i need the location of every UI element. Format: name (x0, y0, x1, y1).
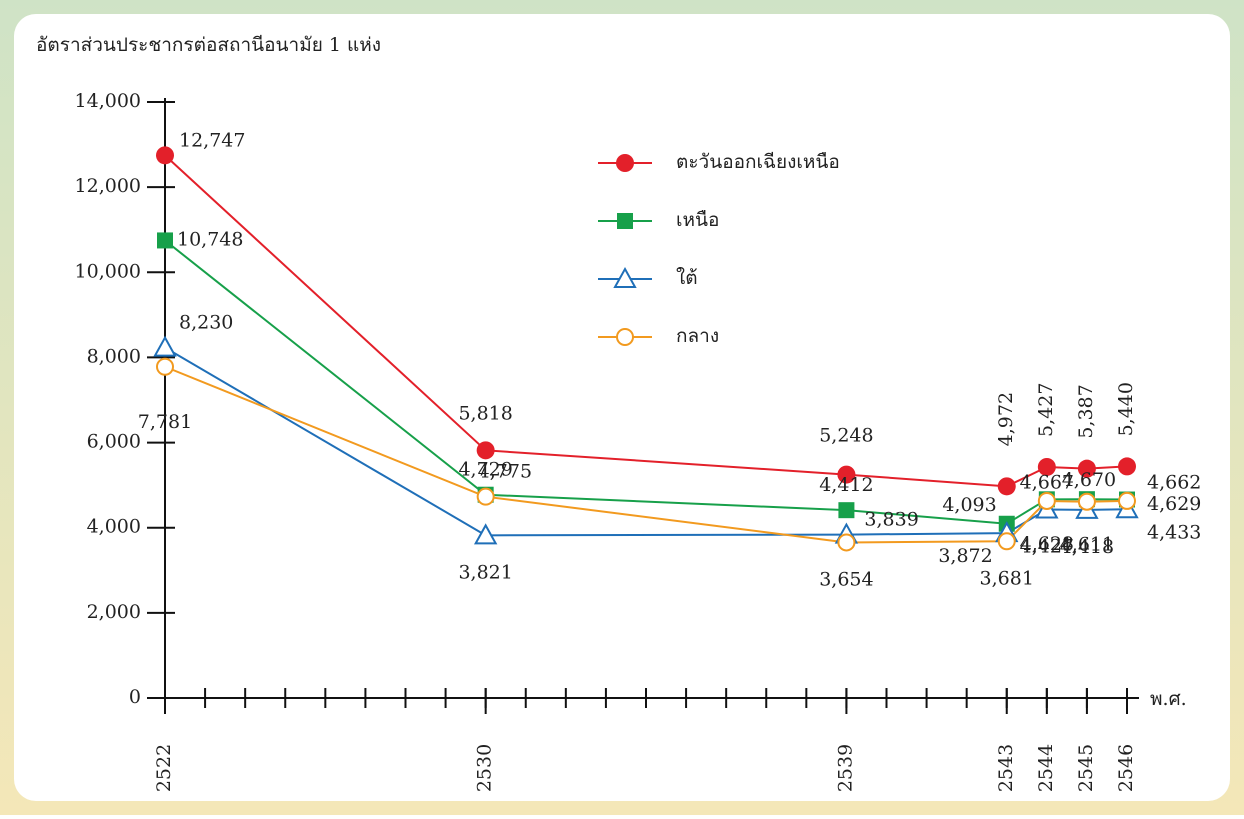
y-tick-label: 0 (129, 686, 141, 708)
x-tick-label: 2545 (1075, 744, 1097, 792)
data-label: 4,629 (1147, 493, 1201, 515)
x-tick-label: 2546 (1115, 744, 1137, 792)
marker (476, 487, 495, 506)
chart-title: อัตราส่วนประชากรต่อสถานีอนามัย 1 แห่ง (36, 34, 381, 56)
data-label: 12,747 (179, 129, 245, 151)
data-label: 4,611 (1060, 534, 1114, 556)
marker (1077, 459, 1096, 478)
data-label: 4,729 (458, 459, 512, 481)
y-tick-label: 12,000 (75, 175, 141, 197)
data-label: 5,440 (1115, 382, 1137, 436)
marker (157, 232, 173, 249)
data-label: 3,681 (980, 567, 1034, 589)
marker (1118, 457, 1136, 476)
data-label: 10,748 (177, 228, 243, 250)
data-label: 3,839 (864, 509, 918, 531)
data-label: 4,628 (1020, 533, 1074, 555)
data-label: 4,972 (995, 392, 1017, 446)
marker (476, 441, 495, 460)
data-label: 4,667 (1020, 471, 1074, 493)
data-label: 3,654 (819, 568, 873, 590)
data-label: 4,433 (1147, 521, 1201, 543)
legend-label: กลาง (676, 325, 719, 347)
data-label: 8,230 (179, 312, 233, 334)
marker (617, 213, 633, 229)
panel (14, 14, 1230, 801)
x-tick-label: 2543 (995, 744, 1017, 792)
legend-label: เหนือ (676, 209, 719, 231)
marker (1037, 457, 1056, 476)
marker (997, 532, 1016, 551)
legend-label: ใต้ (676, 267, 698, 289)
marker (616, 154, 634, 172)
data-label: 4,093 (942, 494, 996, 516)
marker (153, 335, 177, 357)
marker (613, 266, 637, 288)
legend-label: ตะวันออกเฉียงเหนือ (676, 151, 840, 173)
x-tick-label: 2539 (834, 744, 856, 792)
data-label: 5,427 (1035, 383, 1057, 437)
marker (1037, 491, 1056, 510)
x-tick-label: 2530 (474, 744, 496, 792)
data-label: 4,662 (1147, 472, 1201, 494)
marker (616, 328, 634, 346)
y-tick-label: 14,000 (75, 90, 141, 112)
data-label: 4,427 (1020, 536, 1074, 558)
data-label: 4,418 (1060, 536, 1114, 558)
data-label: 4,670 (1062, 469, 1116, 491)
data-label: 4,775 (478, 461, 532, 483)
y-tick-label: 6,000 (87, 431, 141, 453)
marker (156, 146, 174, 165)
data-label: 5,387 (1075, 384, 1097, 438)
marker (837, 533, 856, 552)
x-tick-label: 2544 (1035, 744, 1057, 792)
data-label: 3,821 (458, 561, 512, 583)
marker (837, 465, 856, 484)
data-label: 3,872 (938, 545, 992, 567)
y-tick-label: 8,000 (87, 345, 141, 367)
data-label: 5,248 (819, 425, 873, 447)
marker (1077, 492, 1096, 511)
data-label: 4,412 (819, 474, 873, 496)
x-axis-label: พ.ศ. (1150, 688, 1187, 710)
marker (473, 523, 498, 545)
marker (1118, 491, 1136, 510)
marker (838, 502, 855, 519)
y-tick-label: 4,000 (87, 516, 141, 538)
data-label: 7,781 (138, 411, 192, 433)
marker (156, 357, 174, 376)
marker (997, 477, 1016, 496)
y-tick-label: 10,000 (75, 260, 141, 282)
data-label: 5,818 (458, 402, 512, 424)
y-tick-label: 2,000 (87, 601, 141, 623)
x-tick-label: 2522 (153, 744, 175, 792)
